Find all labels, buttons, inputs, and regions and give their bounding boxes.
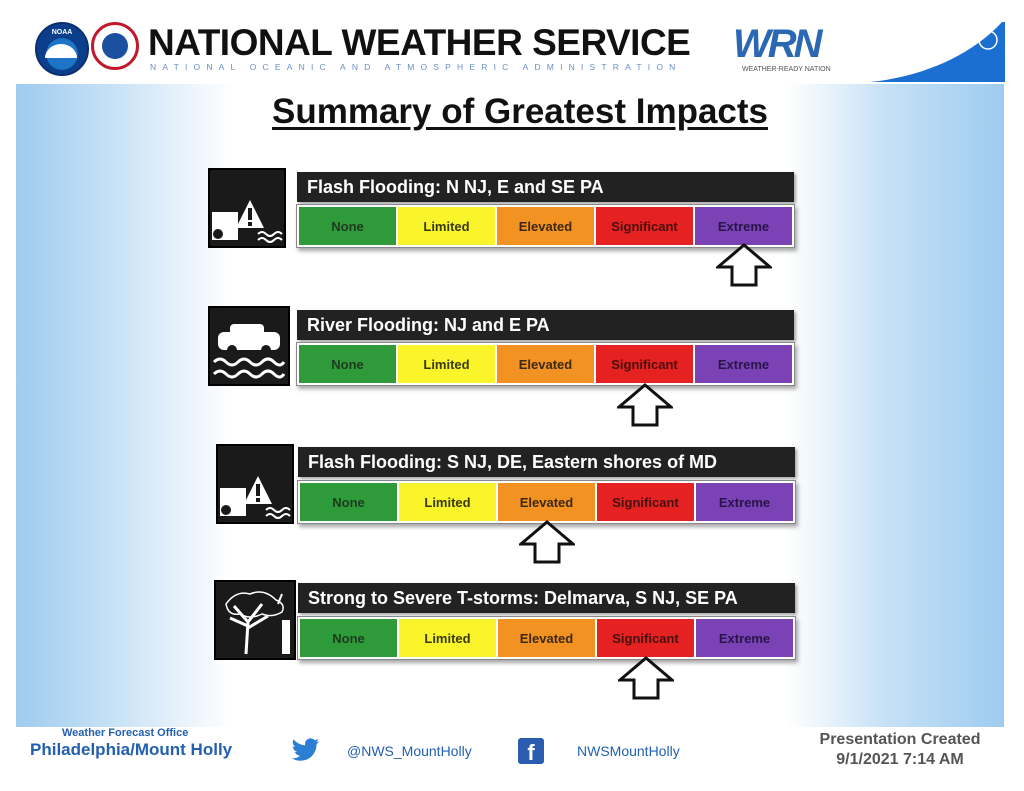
level-significant: Significant: [597, 619, 694, 657]
level-significant: Significant: [597, 483, 694, 521]
level-significant: Significant: [596, 207, 693, 245]
level-elevated: Elevated: [498, 483, 595, 521]
noaa-logo-icon: NOAA: [35, 22, 89, 76]
impact-header: Flash Flooding: S NJ, DE, Eastern shores…: [298, 447, 795, 477]
level-extreme: Extreme: [696, 483, 793, 521]
level-extreme: Extreme: [695, 345, 792, 383]
level-limited: Limited: [399, 483, 496, 521]
created-label: Presentation Created: [819, 731, 981, 748]
twitter-icon: [292, 738, 319, 761]
noaa-logo-text: NOAA: [51, 29, 73, 36]
twitter-handle[interactable]: @NWS_MountHolly: [347, 743, 472, 759]
impact-level-arrow-icon: [518, 520, 575, 564]
agency-title: NATIONAL WEATHER SERVICE: [148, 22, 691, 63]
level-none: None: [299, 345, 396, 383]
level-none: None: [300, 619, 397, 657]
facebook-handle[interactable]: NWSMountHolly: [577, 743, 680, 759]
level-limited: Limited: [399, 619, 496, 657]
wrn-tagline: WEATHER-READY NATION: [742, 66, 831, 73]
level-elevated: Elevated: [497, 345, 594, 383]
level-limited: Limited: [398, 345, 495, 383]
office-label: Weather Forecast Office: [62, 727, 189, 739]
impact-level-arrow-icon: [617, 656, 674, 700]
level-extreme: Extreme: [695, 207, 792, 245]
level-none: None: [299, 207, 396, 245]
impact-level-arrow-icon: [715, 243, 772, 287]
level-limited: Limited: [398, 207, 495, 245]
impact-scale: None Limited Elevated Significant Extrem…: [296, 342, 795, 386]
office-name: Philadelphia/Mount Holly: [30, 740, 233, 759]
thunderstorm-wind-icon: [214, 580, 296, 660]
impact-scale: None Limited Elevated Significant Extrem…: [297, 616, 796, 660]
facebook-icon: f: [518, 738, 544, 765]
created-date: 9/1/2021 7:14 AM: [836, 751, 964, 768]
impact-header: Flash Flooding: N NJ, E and SE PA: [297, 172, 794, 202]
agency-subtitle: NATIONAL OCEANIC AND ATMOSPHERIC ADMINIS…: [150, 62, 682, 72]
level-extreme: Extreme: [696, 619, 793, 657]
level-elevated: Elevated: [498, 619, 595, 657]
river-flood-icon: [208, 306, 290, 386]
impact-scale: None Limited Elevated Significant Extrem…: [296, 204, 795, 248]
impact-level-arrow-icon: [616, 383, 673, 427]
level-none: None: [300, 483, 397, 521]
wrn-logo-text: WRN: [733, 22, 823, 66]
impact-scale: None Limited Elevated Significant Extrem…: [297, 480, 796, 524]
slide-title: Summary of Greatest Impacts: [271, 92, 768, 131]
level-significant: Significant: [596, 345, 693, 383]
level-elevated: Elevated: [497, 207, 594, 245]
impact-header: River Flooding: NJ and E PA: [297, 310, 794, 340]
footer: [0, 727, 1024, 791]
flash-flood-icon: [208, 168, 286, 248]
nws-logo-icon: [91, 22, 139, 70]
impact-header: Strong to Severe T-storms: Delmarva, S N…: [298, 583, 795, 613]
dept-commerce-swoosh-icon: [870, 22, 1005, 82]
flash-flood-icon: [216, 444, 294, 524]
header: NOAA NATIONAL WEATHER SERVICE NATIONAL O…: [0, 0, 1024, 84]
wrn-logo: WRN WEATHER-READY NATION: [733, 22, 849, 73]
